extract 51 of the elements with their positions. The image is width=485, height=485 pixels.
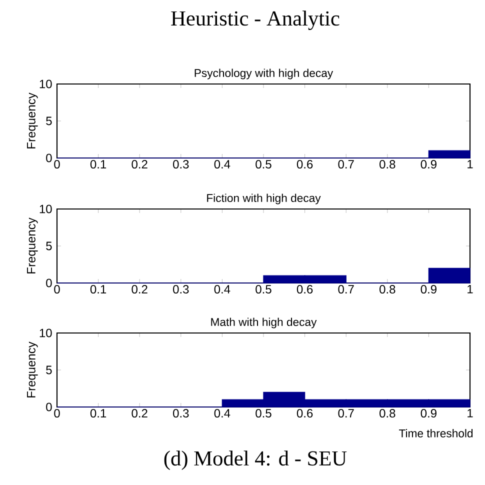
- x-tick-label: 0.1: [90, 409, 106, 418]
- x-tick-label: 0: [54, 409, 60, 418]
- x-axis-title: Time threshold: [399, 429, 473, 438]
- y-tick-label: 5: [46, 116, 52, 126]
- x-tick-label: 0.7: [338, 160, 354, 169]
- text: Heuristic - Analytic: [171, 10, 340, 30]
- x-tick-label: 1: [468, 409, 473, 418]
- chart-title: Math with high decay: [211, 318, 317, 328]
- x-tick-label: 1: [468, 160, 473, 168]
- x-tick-label: 0.6: [296, 160, 313, 169]
- x-tick-label: 0.8: [380, 160, 396, 169]
- y-axis-title: Frequency: [27, 92, 38, 148]
- y-tick-label: 0: [46, 402, 52, 412]
- x-tick-label: 0.5: [256, 160, 272, 169]
- y-tick-label: 5: [46, 242, 52, 250]
- x-tick-label: 0.2: [132, 409, 148, 418]
- x-tick-label: 0.9: [420, 285, 436, 294]
- y-tick-label: 10: [40, 80, 52, 88]
- text: (d) Model 4: d - SEU: [164, 450, 347, 470]
- y-axis-title: Frequency: [27, 342, 38, 398]
- x-tick-label: 0.2: [132, 160, 148, 169]
- y-tick-label: 10: [40, 204, 52, 214]
- x-tick-label: 0.9: [420, 409, 436, 418]
- x-tick-label: 0.8: [380, 409, 396, 418]
- x-tick-label: 0.6: [296, 409, 313, 418]
- x-tick-label: 0.2: [132, 285, 148, 294]
- x-tick-label: 0.3: [173, 160, 189, 169]
- y-tick-label: 0: [46, 154, 52, 162]
- x-tick-label: 0.6: [296, 285, 313, 294]
- chart-title: Fiction with high decay: [207, 194, 321, 204]
- x-tick-label: 0.5: [256, 409, 272, 418]
- x-tick-label: 0.3: [173, 285, 189, 294]
- x-tick-label: 0.4: [214, 160, 230, 169]
- y-tick-label: 5: [46, 366, 52, 374]
- x-tick-label: 0: [54, 285, 60, 294]
- x-tick-label: 0.8: [380, 285, 396, 294]
- x-tick-label: 0.4: [214, 409, 230, 418]
- x-tick-label: 1: [468, 285, 473, 294]
- y-tick-label: 0: [46, 278, 52, 288]
- x-tick-label: 0.7: [338, 285, 354, 294]
- x-tick-label: 0.1: [90, 285, 106, 294]
- y-axis-title: Frequency: [27, 218, 38, 274]
- x-tick-label: 0.4: [214, 285, 230, 294]
- y-tick-label: 10: [40, 328, 52, 338]
- x-tick-label: 0.9: [420, 160, 436, 169]
- x-tick-label: 0: [54, 160, 60, 169]
- x-tick-label: 0.7: [338, 409, 354, 418]
- chart-title: Psychology with high decay: [194, 68, 334, 80]
- x-tick-label: 0.3: [173, 409, 189, 418]
- x-tick-label: 0.5: [256, 285, 272, 294]
- x-tick-label: 0.1: [90, 160, 106, 169]
